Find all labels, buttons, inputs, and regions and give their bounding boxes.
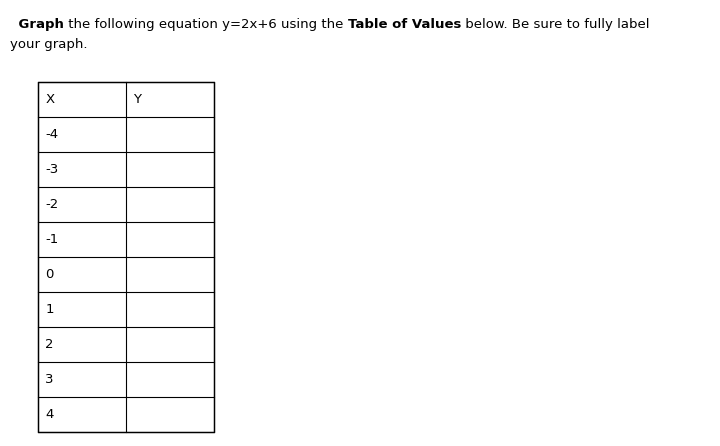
- Text: Y: Y: [133, 93, 141, 106]
- Text: below. Be sure to fully label: below. Be sure to fully label: [461, 18, 649, 31]
- Text: the following equation y=2x+6 using the: the following equation y=2x+6 using the: [64, 18, 348, 31]
- Text: your graph.: your graph.: [10, 38, 88, 51]
- Text: 1: 1: [45, 303, 54, 316]
- Text: 4: 4: [45, 408, 53, 421]
- Text: -3: -3: [45, 163, 58, 176]
- Text: Table of Values: Table of Values: [348, 18, 461, 31]
- Text: 3: 3: [45, 373, 54, 386]
- Text: -1: -1: [45, 233, 58, 246]
- Text: -4: -4: [45, 128, 58, 141]
- Text: X: X: [45, 93, 54, 106]
- Text: Graph: Graph: [0, 18, 64, 31]
- Text: -2: -2: [45, 198, 58, 211]
- Text: 2: 2: [45, 338, 54, 351]
- Text: 0: 0: [45, 268, 53, 281]
